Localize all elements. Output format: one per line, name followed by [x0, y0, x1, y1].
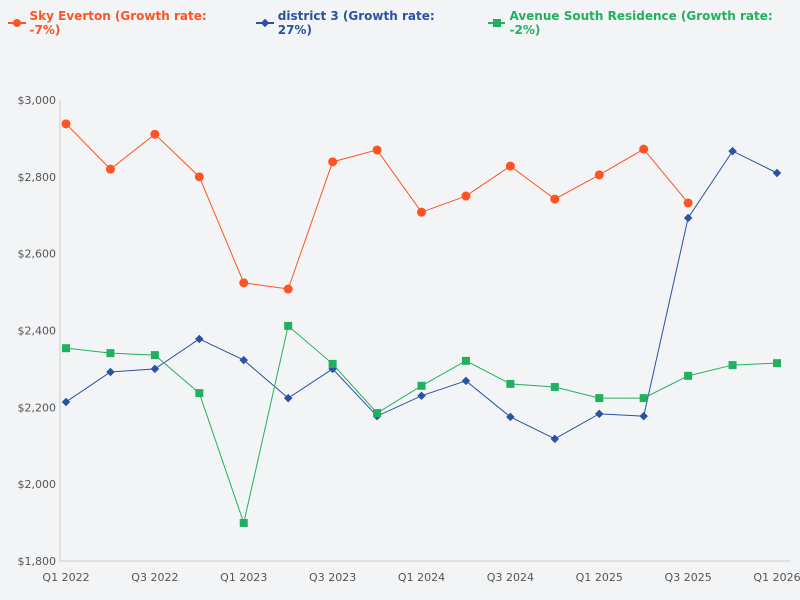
- square-marker-icon: [487, 19, 506, 27]
- data-point-1: [772, 168, 782, 178]
- data-point-0: [61, 119, 71, 129]
- data-point-0: [372, 145, 382, 155]
- legend: Sky Everton (Growth rate: -7%) district 3…: [8, 9, 800, 37]
- data-point-0: [683, 198, 693, 208]
- data-point-2: [728, 361, 737, 370]
- x-tick-label: Q1 2024: [398, 571, 445, 584]
- series-line-2: [65, 324, 778, 525]
- data-point-2: [150, 351, 159, 360]
- data-point-0: [417, 207, 426, 217]
- x-tick-label: Q1 2022: [42, 571, 89, 584]
- legend-item[interactable]: Avenue South Residence (Growth rate: -2%…: [487, 9, 800, 37]
- data-point-2: [506, 379, 515, 388]
- y-tick-label: $2,600: [18, 248, 57, 261]
- data-point-2: [773, 359, 781, 368]
- circle-marker-icon: [8, 19, 26, 27]
- x-tick-label: Q3 2023: [309, 571, 356, 584]
- legend-item[interactable]: district 3 (Growth rate: 27%): [256, 9, 468, 37]
- data-point-0: [461, 191, 471, 201]
- legend-item[interactable]: Sky Everton (Growth rate: -7%): [8, 9, 236, 37]
- data-point-1: [728, 146, 737, 156]
- data-point-2: [417, 381, 426, 390]
- data-point-2: [595, 394, 604, 403]
- data-point-1: [61, 397, 71, 407]
- data-point-1: [639, 411, 648, 421]
- data-point-2: [639, 394, 648, 403]
- data-point-0: [239, 278, 249, 288]
- data-point-1: [506, 412, 515, 422]
- data-point-1: [595, 409, 604, 419]
- data-point-2: [284, 321, 293, 330]
- x-tick-label: Q1 2023: [220, 571, 267, 584]
- data-point-2: [62, 344, 70, 353]
- data-point-0: [505, 161, 515, 171]
- data-point-0: [328, 157, 338, 167]
- data-point-0: [105, 164, 115, 174]
- data-point-1: [150, 364, 160, 374]
- data-point-0: [550, 194, 560, 204]
- data-point-0: [283, 284, 293, 294]
- legend-label: Avenue South Residence (Growth rate: -2%…: [509, 9, 773, 37]
- y-tick-label: $3,000: [18, 94, 57, 107]
- data-point-2: [550, 382, 559, 391]
- data-point-1: [417, 391, 426, 401]
- data-point-2: [106, 349, 115, 358]
- y-tick-label: $1,800: [18, 555, 57, 568]
- legend-label: Sky Everton (Growth rate: -7%): [29, 9, 207, 37]
- data-point-1: [550, 434, 560, 444]
- data-point-0: [150, 129, 160, 139]
- x-tick-label: Q3 2024: [487, 571, 534, 584]
- y-tick-label: $2,200: [18, 401, 57, 414]
- x-tick-label: Q3 2025: [665, 571, 712, 584]
- data-point-1: [461, 376, 471, 386]
- data-point-1: [283, 393, 293, 403]
- data-point-1: [195, 334, 204, 344]
- data-point-2: [373, 409, 382, 418]
- x-tick-label: Q1 2025: [576, 571, 623, 584]
- legend-label: district 3 (Growth rate: 27%): [277, 9, 435, 37]
- data-point-2: [239, 518, 248, 527]
- diamond-marker-icon: [256, 18, 274, 28]
- data-point-2: [684, 371, 693, 380]
- y-tick-label: $2,000: [18, 478, 57, 491]
- data-point-0: [594, 170, 604, 180]
- data-point-0: [194, 172, 204, 182]
- data-point-1: [106, 367, 115, 377]
- x-tick-label: Q3 2022: [131, 571, 178, 584]
- data-point-1: [239, 355, 248, 365]
- data-point-1: [683, 213, 693, 223]
- x-tick-label: Q1 2026: [753, 571, 800, 584]
- y-tick-label: $2,800: [18, 171, 57, 184]
- data-point-2: [461, 356, 470, 365]
- data-point-0: [639, 144, 649, 154]
- data-point-2: [195, 389, 204, 398]
- data-point-2: [328, 359, 337, 368]
- y-tick-label: $2,400: [18, 325, 57, 338]
